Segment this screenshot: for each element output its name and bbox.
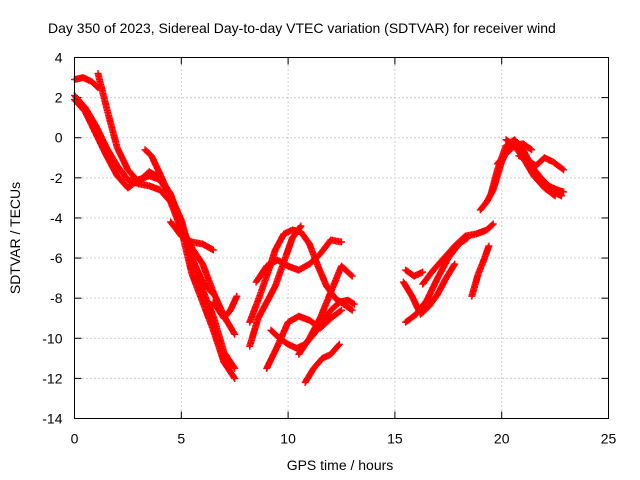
plot-frame: [74, 57, 609, 419]
y-tick-label: -10: [42, 330, 62, 346]
marker-trace: [209, 292, 241, 322]
series-track-8: [246, 226, 356, 326]
marker-trace: [402, 234, 471, 326]
series-track-17: [402, 266, 427, 280]
x-tick-label: 20: [494, 431, 510, 447]
series-track-4: [94, 70, 217, 298]
x-tick-label: 5: [177, 431, 185, 447]
chart-title: Day 350 of 2023, Sidereal Day-to-day VTE…: [48, 20, 556, 36]
marker-trace: [263, 306, 345, 372]
marker-trace: [301, 340, 343, 386]
series-track-18: [419, 220, 497, 288]
series-track-7: [209, 292, 241, 322]
x-tick-label: 15: [387, 431, 403, 447]
y-tick-label: 2: [55, 90, 63, 106]
data-marks: [71, 70, 568, 386]
y-tick-label: -14: [42, 411, 62, 427]
y-tick-label: -2: [50, 170, 63, 186]
series-track-10: [252, 236, 345, 286]
axis-ticks: [74, 57, 609, 419]
tick-labels: 0 5 10 15 20 25 -14 -12 -10 -8 -6 -4 -2 0 2 4: [42, 50, 616, 447]
series-track-14: [301, 340, 343, 386]
marker-trace: [295, 262, 356, 358]
marker-trace: [419, 220, 497, 288]
marker-trace: [94, 70, 217, 298]
series-track-16: [402, 234, 471, 326]
x-tick-label: 0: [71, 431, 79, 447]
y-tick-label: -6: [50, 250, 63, 266]
x-tick-label: 10: [280, 431, 296, 447]
y-tick-label: -12: [42, 370, 62, 386]
y-axis-label: SDTVAR / TECUs: [7, 182, 23, 294]
grid-lines: [74, 57, 609, 419]
marker-trace: [402, 266, 427, 280]
marker-trace: [252, 236, 345, 286]
x-tick-label: 25: [601, 431, 617, 447]
y-tick-label: -4: [50, 210, 63, 226]
y-tick-label: -8: [50, 290, 63, 306]
series-track-6: [167, 218, 217, 254]
series-track-13: [295, 262, 356, 358]
marker-trace: [468, 242, 493, 300]
marker-trace: [246, 226, 356, 326]
series-track-11: [263, 306, 345, 372]
marker-trace: [502, 136, 559, 200]
y-tick-label: 4: [55, 50, 63, 66]
x-axis-label: GPS time / hours: [287, 457, 394, 473]
marker-trace: [167, 218, 217, 254]
series-track-19: [468, 242, 493, 300]
y-tick-label: 0: [55, 130, 63, 146]
series-track-24: [502, 136, 559, 200]
